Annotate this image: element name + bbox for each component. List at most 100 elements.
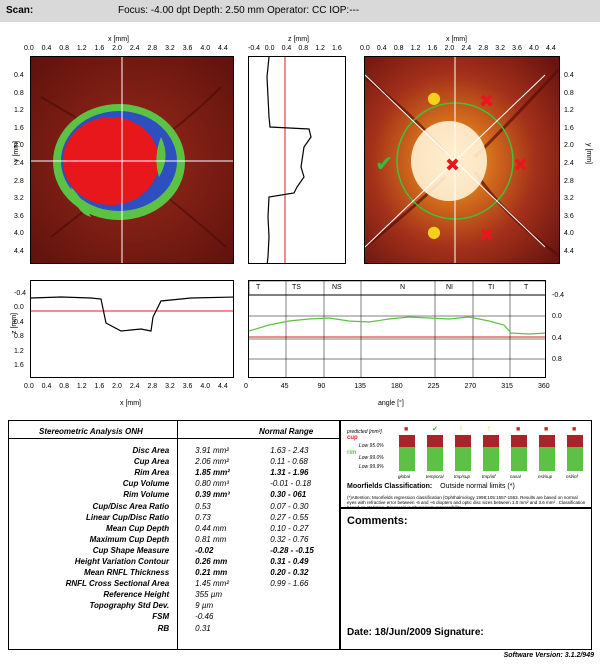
stereo-range	[250, 611, 339, 622]
stereo-value: 0.53	[195, 501, 211, 511]
angle-tick-label: 45	[280, 383, 289, 390]
stereo-row: Reference Height 355 µm	[9, 589, 339, 600]
z-tick-label: 0.0	[264, 45, 275, 52]
y-tick-label: 4.4	[564, 248, 574, 255]
y-tick-label: 0.8	[14, 89, 24, 97]
y-tick-label: 1.2	[564, 107, 574, 115]
x-tick-label: 1.6	[94, 45, 105, 52]
stereometric-table-panel: Stereometric Analysis ONH Normal Range D…	[8, 420, 340, 650]
sector-label: T	[256, 284, 261, 291]
x-tick-label: 2.8	[147, 383, 158, 390]
stereo-value: 2.06 mm²	[195, 457, 229, 467]
z-tick-label: -0.4	[14, 290, 27, 297]
z-profile-svg	[266, 57, 312, 263]
z-profile-panel	[248, 56, 346, 264]
stereo-row: Mean RNFL Thickness 0.21 mm 0.20 - 0.32	[9, 567, 339, 578]
y-tick-label: 3.2	[564, 195, 574, 203]
y-tick-label: 2.0	[14, 142, 24, 150]
legend-low999: Low 99.9%	[359, 464, 384, 470]
stereo-range: 0.31 - 0.49	[270, 556, 309, 566]
scan-label: Scan:	[6, 5, 34, 16]
stereo-label: FSM	[152, 612, 170, 622]
moorfields-bar: ■ nsl/sup	[538, 426, 555, 479]
scan-info: Focus: -4.00 dpt Depth: 2.50 mm Operator…	[118, 5, 360, 16]
x-tick-label: 3.2	[495, 45, 505, 52]
z-tick-label: -0.4	[248, 45, 261, 52]
comments-panel[interactable]: Comments: Date: 18/Jun/2009 Signature:	[340, 508, 592, 650]
stereo-label: Cup Area	[133, 457, 170, 467]
x-tick-label: 4.0	[529, 45, 539, 52]
header-bar: Scan: Focus: -4.00 dpt Depth: 2.50 mm Op…	[0, 0, 600, 22]
sector-label: NI	[446, 284, 453, 291]
stereo-range: -0.01 - 0.18	[270, 479, 312, 489]
fundus-y-axis-label: y [mm]	[585, 143, 592, 164]
stereo-value: 1.45 mm²	[195, 579, 229, 589]
topleft-x-axis-label: x [mm]	[108, 36, 129, 43]
svg-text:tmp/sup: tmp/sup	[454, 474, 471, 479]
x-tick-label: 4.0	[200, 45, 211, 52]
stereometric-title: Stereometric Analysis ONH	[39, 427, 143, 436]
z-tick-label: 1.6	[332, 45, 342, 52]
x-tick-label: 1.2	[76, 45, 87, 52]
angle-tick-label: 0	[244, 383, 248, 390]
svg-text:nasal: nasal	[510, 474, 522, 479]
svg-text:✖: ✖	[479, 91, 494, 112]
stereo-row: RB 0.31	[9, 623, 339, 634]
stereo-label: Maximum Cup Depth	[89, 534, 170, 544]
z-tick-label: 0.4	[14, 318, 24, 326]
moorfields-footnote: (*)Attention: Moorfields regression clas…	[347, 495, 586, 508]
z-tick-label: 0.4	[281, 45, 292, 52]
stereo-range: 0.99 - 1.66	[270, 579, 309, 589]
stereo-label: RNFL Cross Sectional Area	[65, 579, 170, 589]
x-tick-label: 1.2	[410, 45, 421, 52]
angle-tick-label: 90	[317, 383, 326, 390]
x-tick-label: 2.8	[147, 45, 158, 52]
y-tick-label: 4.0	[564, 230, 574, 238]
angle-tick-label: 270	[464, 383, 477, 390]
x-tick-label: 2.0	[444, 45, 455, 52]
stereo-label: Cup Volume	[122, 479, 170, 489]
x-tick-label: 3.6	[182, 45, 193, 52]
stereo-row: Linear Cup/Disc Ratio 0.73 0.27 - 0.55	[9, 512, 339, 523]
contour-profile-panel	[248, 280, 546, 378]
stereo-range	[250, 623, 339, 634]
stereo-label: Disc Area	[132, 446, 170, 456]
stereo-row: Cup Volume 0.80 mm³ -0.01 - 0.18	[9, 478, 339, 489]
stereo-row: Rim Volume 0.39 mm³ 0.30 - 061	[9, 489, 339, 500]
stereo-value: 0.39 mm³	[195, 490, 230, 500]
z-tick-label: 0.8	[298, 45, 309, 52]
cross-section-z-label: z [mm]	[11, 313, 18, 334]
stereo-value: 0.44 mm	[195, 523, 227, 533]
fundus-svg: ● ✖ ✔ ✖ ✖ ● ✖	[365, 57, 559, 263]
moorfields-panel: predicted [mm²] cup Low 95.0% rim Low 99…	[340, 420, 592, 508]
software-version: Software Version: 3.1.2/949	[503, 652, 594, 659]
z-tick-label: 1.6	[14, 362, 24, 369]
x-tick-label: 2.4	[461, 45, 472, 52]
topography-map-svg	[31, 57, 233, 263]
z-tick-label: 0.8	[14, 333, 24, 341]
stereo-value: -0.02	[195, 545, 214, 555]
svg-text:nsl/sup: nsl/sup	[538, 474, 553, 479]
stereo-label: Rim Volume	[123, 490, 170, 500]
svg-text:!: !	[460, 426, 462, 433]
svg-text:✖: ✖	[445, 155, 460, 176]
z-profile-axis-label: z [mm]	[288, 36, 309, 43]
z-tick-label: 0.0	[14, 304, 24, 312]
stereo-range: 0.11 - 0.68	[270, 457, 308, 467]
y-tick-label: 1.6	[14, 124, 24, 132]
cross-section-svg	[31, 296, 233, 332]
legend-rim: rim	[347, 450, 356, 456]
comments-label: Comments:	[347, 515, 408, 527]
angle-tick-label: 360	[538, 383, 550, 390]
stereo-range: 0.10 - 0.27	[270, 523, 309, 533]
y-tick-label: 1.2	[14, 107, 24, 115]
contour-profile-svg	[249, 281, 545, 377]
stereo-row: Rim Area 1.85 mm² 1.31 - 1.96	[9, 467, 339, 478]
stereo-range: 0.30 - 061	[270, 490, 307, 500]
y-tick-label: 3.2	[14, 195, 24, 203]
classification-label: Moorfields Classification:	[347, 483, 433, 490]
svg-text:■: ■	[516, 426, 520, 433]
svg-text:global: global	[398, 474, 411, 479]
svg-text:■: ■	[572, 426, 576, 433]
stereometric-table: Disc Area 3.91 mm² 1.63 - 2.43 Cup Area 2.06…	[9, 445, 339, 634]
